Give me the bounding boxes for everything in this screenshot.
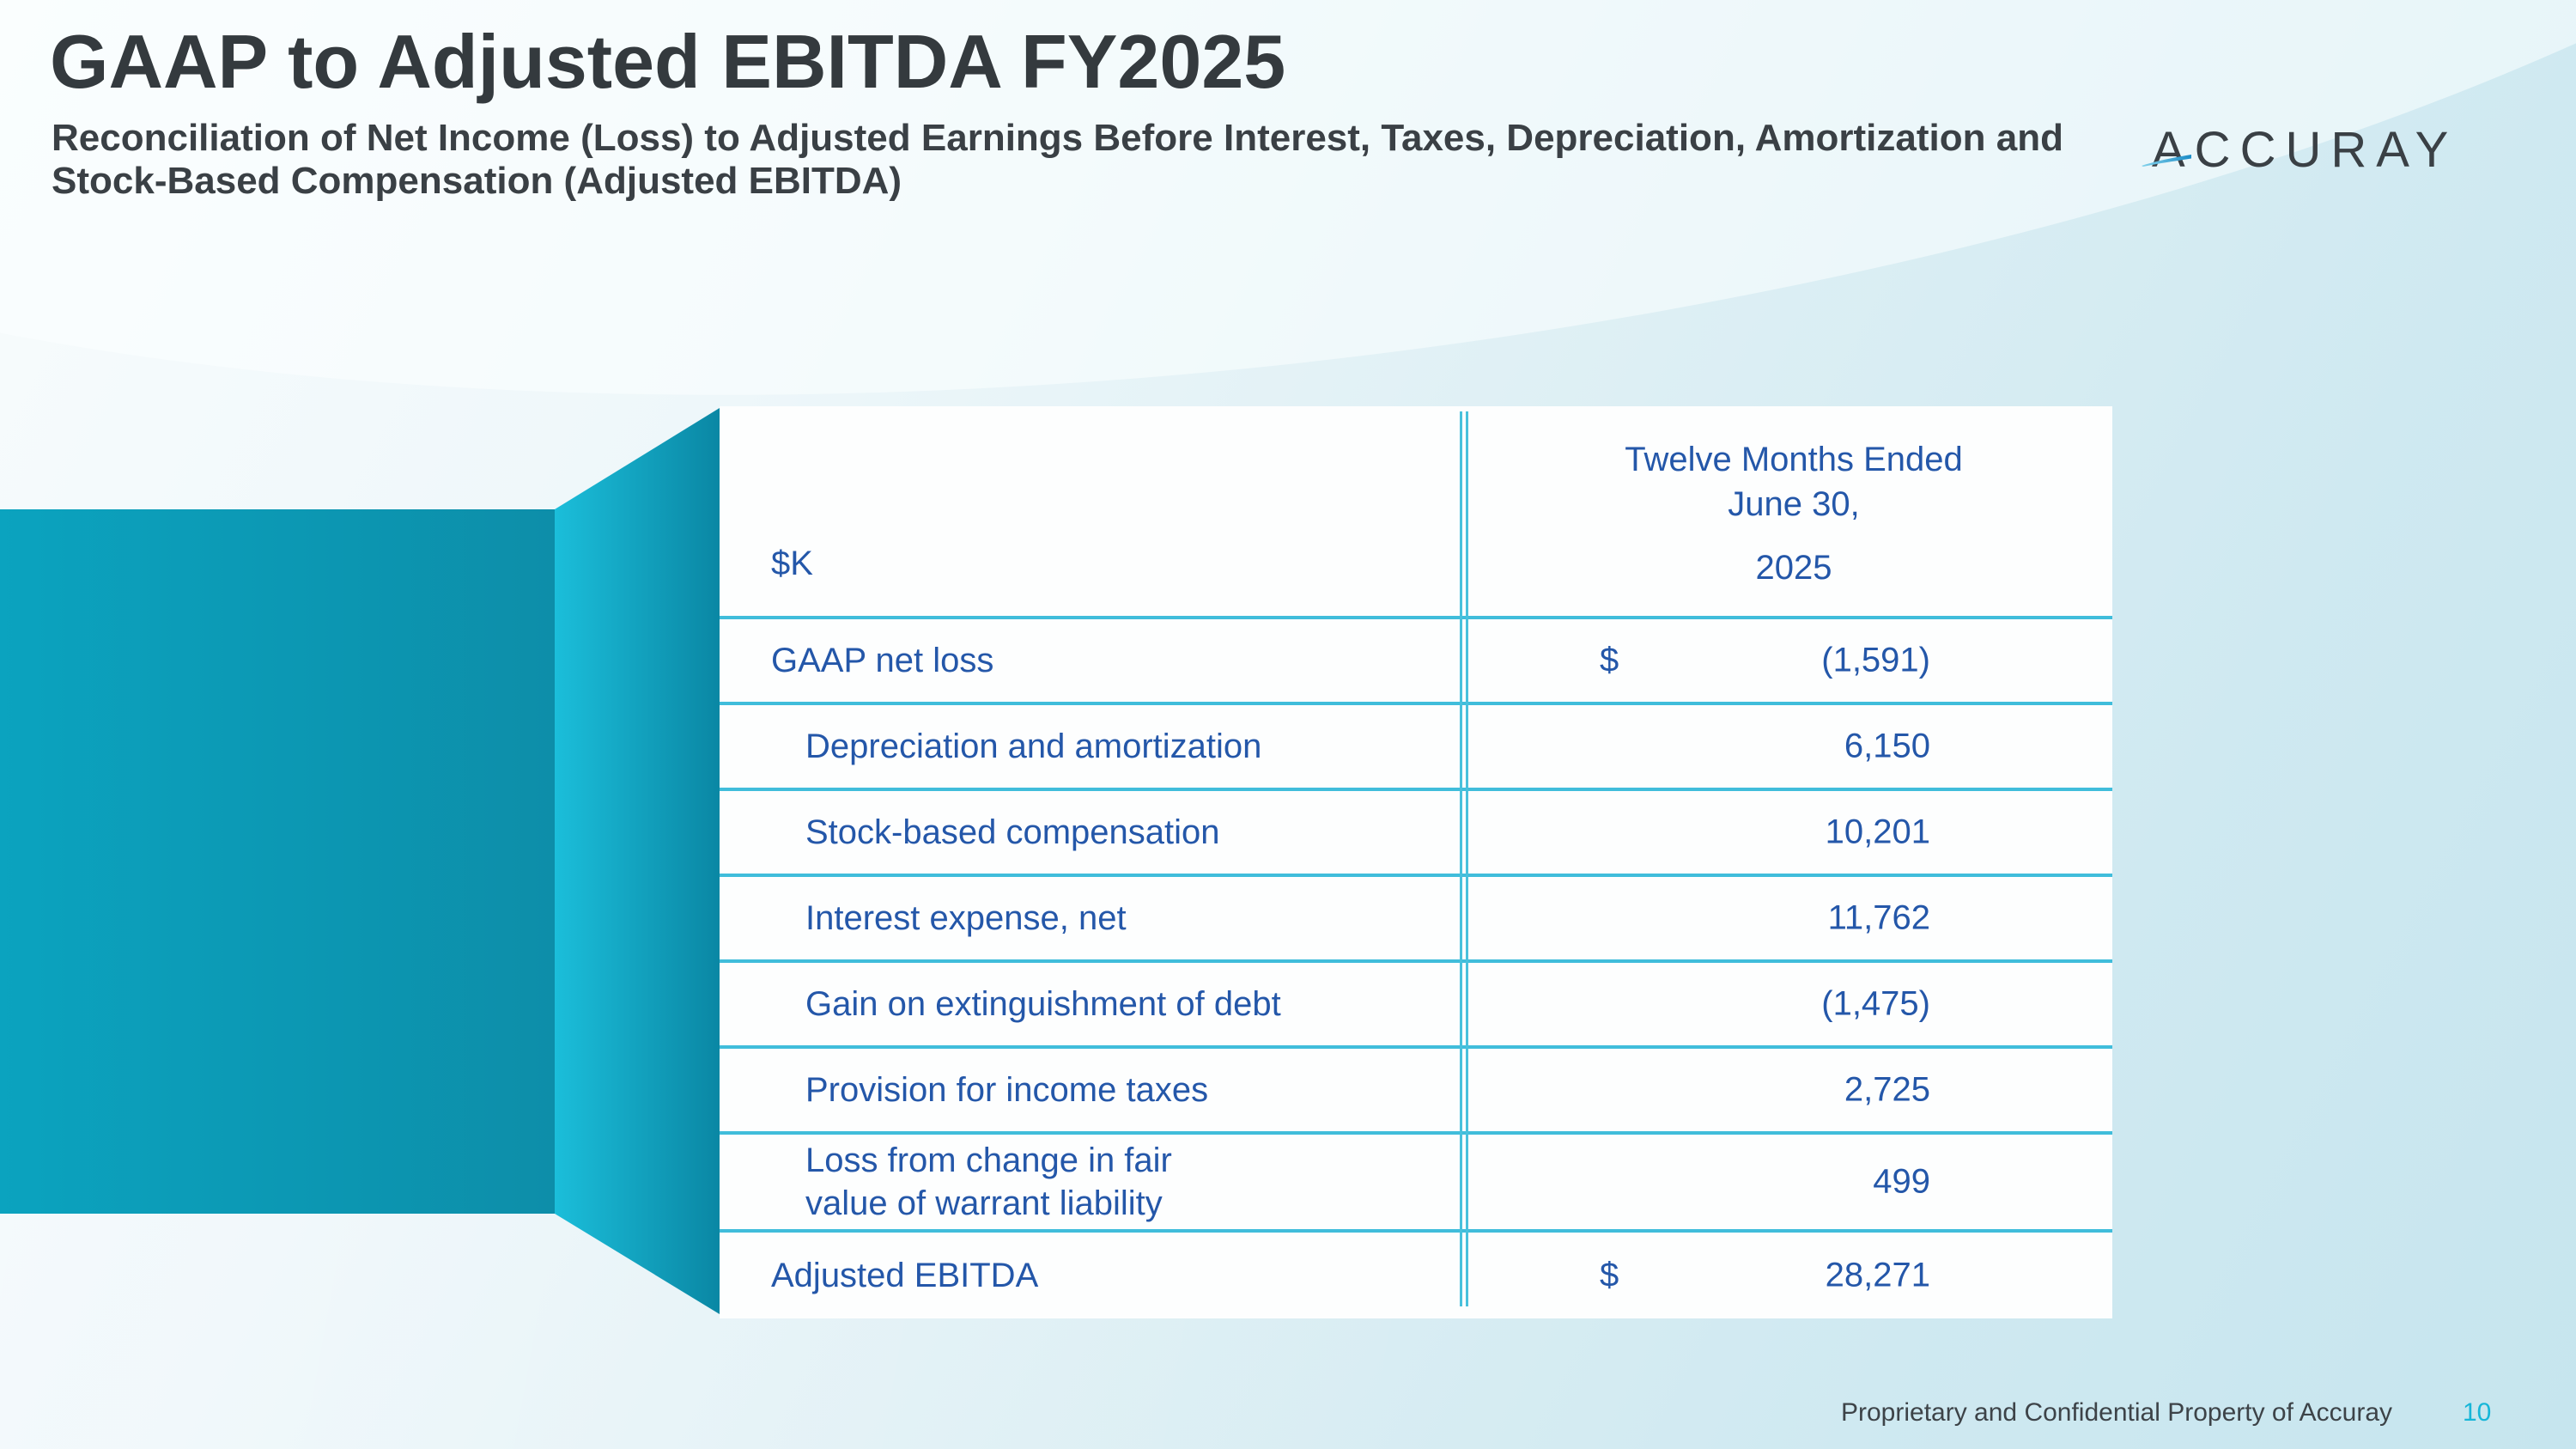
page-number: 10 — [2463, 1398, 2492, 1427]
period-year: 2025 — [1755, 549, 1832, 587]
table-row: GAAP net loss $ (1,591) — [720, 616, 2112, 702]
table-row: Stock-based compensation 10,201 — [720, 788, 2112, 874]
table-row: Adjusted EBITDA $ 28,271 — [720, 1229, 2112, 1318]
row-label: Gain on extinguishment of debt — [805, 985, 1281, 1023]
row-label: GAAP net loss — [771, 642, 994, 679]
row-currency: $ — [1600, 641, 1619, 679]
row-label: Adjusted EBITDA — [771, 1257, 1039, 1294]
table-header: $K Twelve Months Ended June 30, 2025 — [720, 406, 2112, 616]
row-value: 10,201 — [1825, 813, 1930, 851]
period-header: Twelve Months Ended June 30, 2025 — [1475, 437, 2112, 590]
row-label: Depreciation and amortization — [805, 728, 1262, 765]
table-row: Loss from change in fair value of warran… — [720, 1131, 2112, 1229]
footer-confidentiality-notice: Proprietary and Confidential Property of… — [1841, 1398, 2392, 1427]
row-value: (1,475) — [1821, 984, 1930, 1023]
teal-flat-panel — [0, 509, 555, 1214]
page-subtitle: Reconciliation of Net Income (Loss) to A… — [52, 117, 2063, 202]
teal-fold-decoration — [0, 408, 720, 1314]
accuray-logo-text: ACCURAY — [2152, 122, 2458, 178]
table-row: Interest expense, net 11,762 — [720, 874, 2112, 959]
unit-label: $K — [771, 545, 813, 582]
row-label: Interest expense, net — [805, 899, 1127, 937]
row-currency: $ — [1600, 1256, 1619, 1294]
logo-swoosh-icon — [2142, 155, 2191, 167]
row-value: 2,725 — [1844, 1070, 1930, 1109]
row-value: 499 — [1873, 1162, 1930, 1201]
teal-fold-panel — [555, 408, 720, 1314]
row-value: 6,150 — [1844, 727, 1930, 765]
row-label: Loss from change in fair value of warran… — [805, 1142, 1172, 1222]
row-value: (1,591) — [1821, 641, 1930, 679]
reconciliation-table: $K Twelve Months Ended June 30, 2025 GAA… — [720, 406, 2112, 1318]
row-label: Stock-based compensation — [805, 813, 1220, 851]
period-line1: Twelve Months Ended — [1625, 441, 1963, 478]
period-line2: June 30, — [1728, 485, 1860, 523]
page-title: GAAP to Adjusted EBITDA FY2025 — [50, 19, 1286, 104]
row-value: 28,271 — [1825, 1256, 1930, 1294]
table-row: Depreciation and amortization 6,150 — [720, 702, 2112, 788]
row-value: 11,762 — [1827, 898, 1930, 937]
accuray-logo: ACCURAY — [2142, 122, 2458, 178]
table-row: Provision for income taxes 2,725 — [720, 1045, 2112, 1131]
table-row: Gain on extinguishment of debt (1,475) — [720, 959, 2112, 1045]
row-label: Provision for income taxes — [805, 1071, 1209, 1109]
